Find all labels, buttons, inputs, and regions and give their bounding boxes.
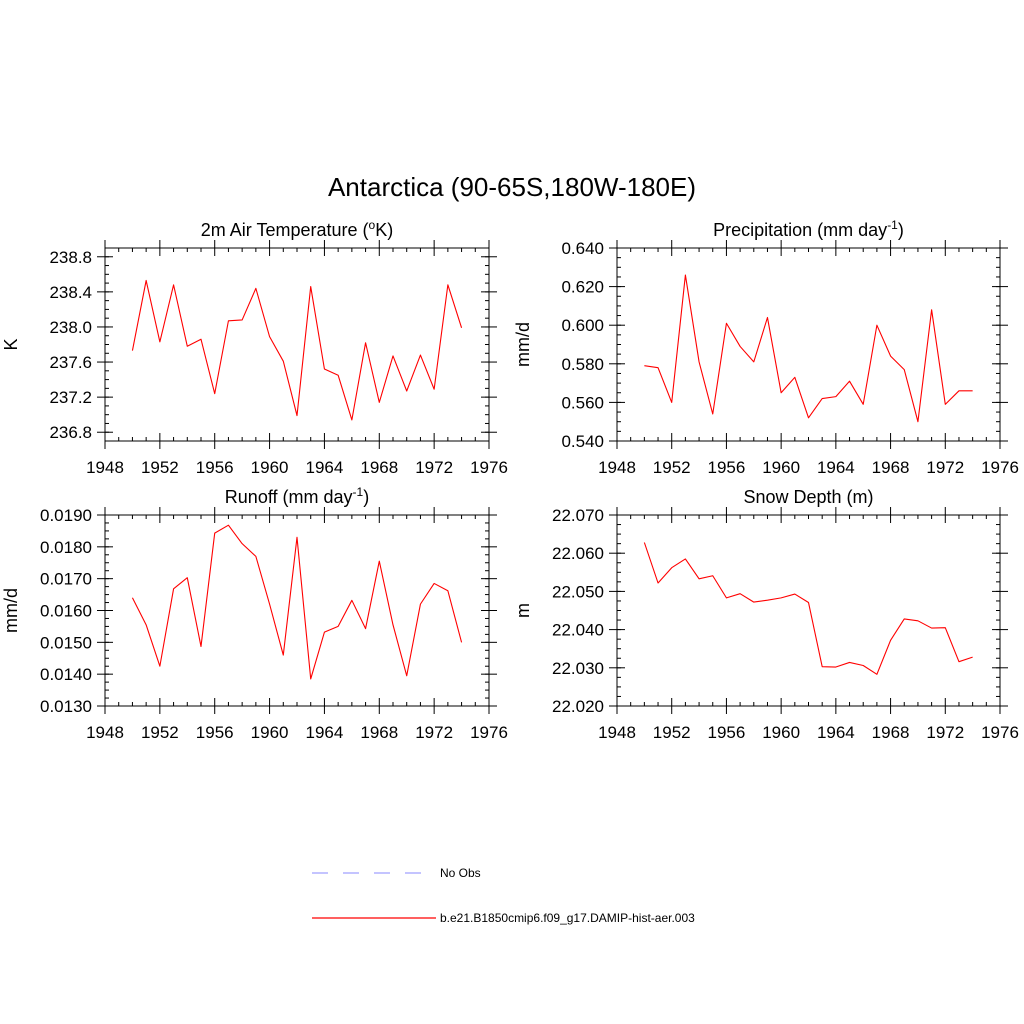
y-tick-label: 0.0180 (40, 538, 92, 557)
x-tick-label: 1948 (598, 458, 636, 477)
x-tick-label: 1960 (762, 458, 800, 477)
plot-frame (104, 514, 490, 707)
y-tick-label: 22.060 (552, 544, 604, 563)
x-tick-label: 1968 (360, 458, 398, 477)
x-tick-label: 1964 (817, 723, 855, 742)
x-tick-label: 1956 (196, 458, 234, 477)
x-tick-label: 1972 (415, 458, 453, 477)
chart-panel-1: 2m Air Temperature (oK) K 1948 1952 1956 1960… (1, 218, 508, 477)
panel-title: Runoff (mm day-1) (225, 485, 369, 507)
x-tick-label: 1972 (926, 458, 964, 477)
y-tick-label: 237.2 (49, 388, 92, 407)
plot-frame (616, 247, 1001, 442)
y-tick-label: 238.8 (49, 248, 92, 267)
legend-label: b.e21.B1850cmip6.f09_g17.DAMIP-hist-aer.… (440, 911, 695, 925)
panel-title: Snow Depth (m) (743, 487, 873, 507)
x-tick-label: 1956 (708, 723, 746, 742)
x-tick-label: 1964 (817, 458, 855, 477)
y-tick-label: 0.0150 (40, 633, 92, 652)
x-tick-label: 1956 (708, 458, 746, 477)
figure-title: Antarctica (90-65S,180W-180E) (328, 172, 696, 202)
chart-panel-3: Runoff (mm day-1) mm/d 1948 1952 1956 1960 196… (1, 485, 508, 742)
x-tick-label: 1960 (762, 723, 800, 742)
y-tick-label: 0.580 (561, 355, 604, 374)
y-tick-label: 0.540 (561, 432, 604, 451)
y-tick-label: 0.600 (561, 316, 604, 335)
panel-title: 2m Air Temperature (oK) (201, 218, 393, 240)
y-tick-label: 22.040 (552, 621, 604, 640)
series-line-1 (131, 524, 463, 680)
x-tick-label: 1968 (872, 723, 910, 742)
x-tick-label: 1976 (470, 458, 508, 477)
y-tick-label: 0.0190 (40, 506, 92, 525)
x-tick-label: 1968 (872, 458, 910, 477)
panel-title: Precipitation (mm day-1) (713, 218, 904, 240)
y-tick-label: 237.6 (49, 353, 92, 372)
x-tick-label: 1976 (981, 458, 1019, 477)
x-tick-label: 1964 (306, 458, 344, 477)
series-line-1 (643, 542, 973, 675)
x-tick-label: 1952 (141, 723, 179, 742)
chart-panels: 2m Air Temperature (oK) K 1948 1952 1956 1960… (1, 218, 1019, 742)
y-tick-label: 22.020 (552, 697, 604, 716)
x-tick-label: 1956 (196, 723, 234, 742)
panel-title-text: Runoff (mm day (225, 487, 353, 507)
y-tick-label: 238.0 (49, 318, 92, 337)
y-axis-label: K (1, 338, 21, 350)
x-tick-label: 1972 (926, 723, 964, 742)
panel-title-superscript: -1 (353, 485, 364, 499)
x-tick-label: 1948 (598, 723, 636, 742)
chart-panel-2: Precipitation (mm day-1) mm/d 1948 1952 1956… (513, 218, 1019, 477)
panel-title-text: 2m Air Temperature ( (201, 220, 369, 240)
y-tick-label: 22.050 (552, 582, 604, 601)
y-tick-label: 0.560 (561, 393, 604, 412)
plot-frame (616, 514, 1001, 707)
y-tick-label: 22.030 (552, 659, 604, 678)
panel-title-text: Snow Depth (m) (743, 487, 873, 507)
panel-title-superscript: o (369, 218, 376, 232)
x-tick-label: 1948 (86, 458, 124, 477)
y-tick-label: 0.620 (561, 278, 604, 297)
series-line-1 (131, 279, 463, 421)
x-tick-label: 1976 (981, 723, 1019, 742)
y-axis-label: mm/d (1, 588, 21, 633)
x-tick-label: 1972 (415, 723, 453, 742)
series-line-1 (644, 274, 973, 423)
panel-title-text: Precipitation (mm day (713, 220, 887, 240)
y-tick-label: 0.0140 (40, 665, 92, 684)
x-tick-label: 1968 (360, 723, 398, 742)
panel-title-suffix: ) (363, 487, 369, 507)
y-tick-label: 0.0160 (40, 602, 92, 621)
x-tick-label: 1948 (86, 723, 124, 742)
x-tick-label: 1952 (653, 723, 691, 742)
y-axis-label: mm/d (513, 322, 533, 367)
chart-panel-4: Snow Depth (m) m 1948 1952 1956 1960 1964 1968 1… (513, 487, 1019, 742)
y-tick-label: 0.640 (561, 239, 604, 258)
x-tick-label: 1960 (251, 458, 289, 477)
panel-title-suffix: ) (898, 220, 904, 240)
y-tick-label: 0.0170 (40, 570, 92, 589)
panel-title-superscript: -1 (887, 218, 898, 232)
legend: No Obs b.e21.B1850cmip6.f09_g17.DAMIP-his… (312, 866, 695, 925)
x-tick-label: 1960 (251, 723, 289, 742)
x-tick-label: 1976 (470, 723, 508, 742)
x-tick-label: 1952 (141, 458, 179, 477)
y-axis-label: m (513, 603, 533, 618)
y-tick-label: 0.0130 (40, 697, 92, 716)
panel-title-suffix: K) (375, 220, 393, 240)
y-tick-label: 22.070 (552, 506, 604, 525)
legend-label: No Obs (440, 866, 481, 880)
x-tick-label: 1964 (306, 723, 344, 742)
y-tick-label: 238.4 (49, 283, 92, 302)
y-tick-label: 236.8 (49, 423, 92, 442)
x-tick-label: 1952 (653, 458, 691, 477)
